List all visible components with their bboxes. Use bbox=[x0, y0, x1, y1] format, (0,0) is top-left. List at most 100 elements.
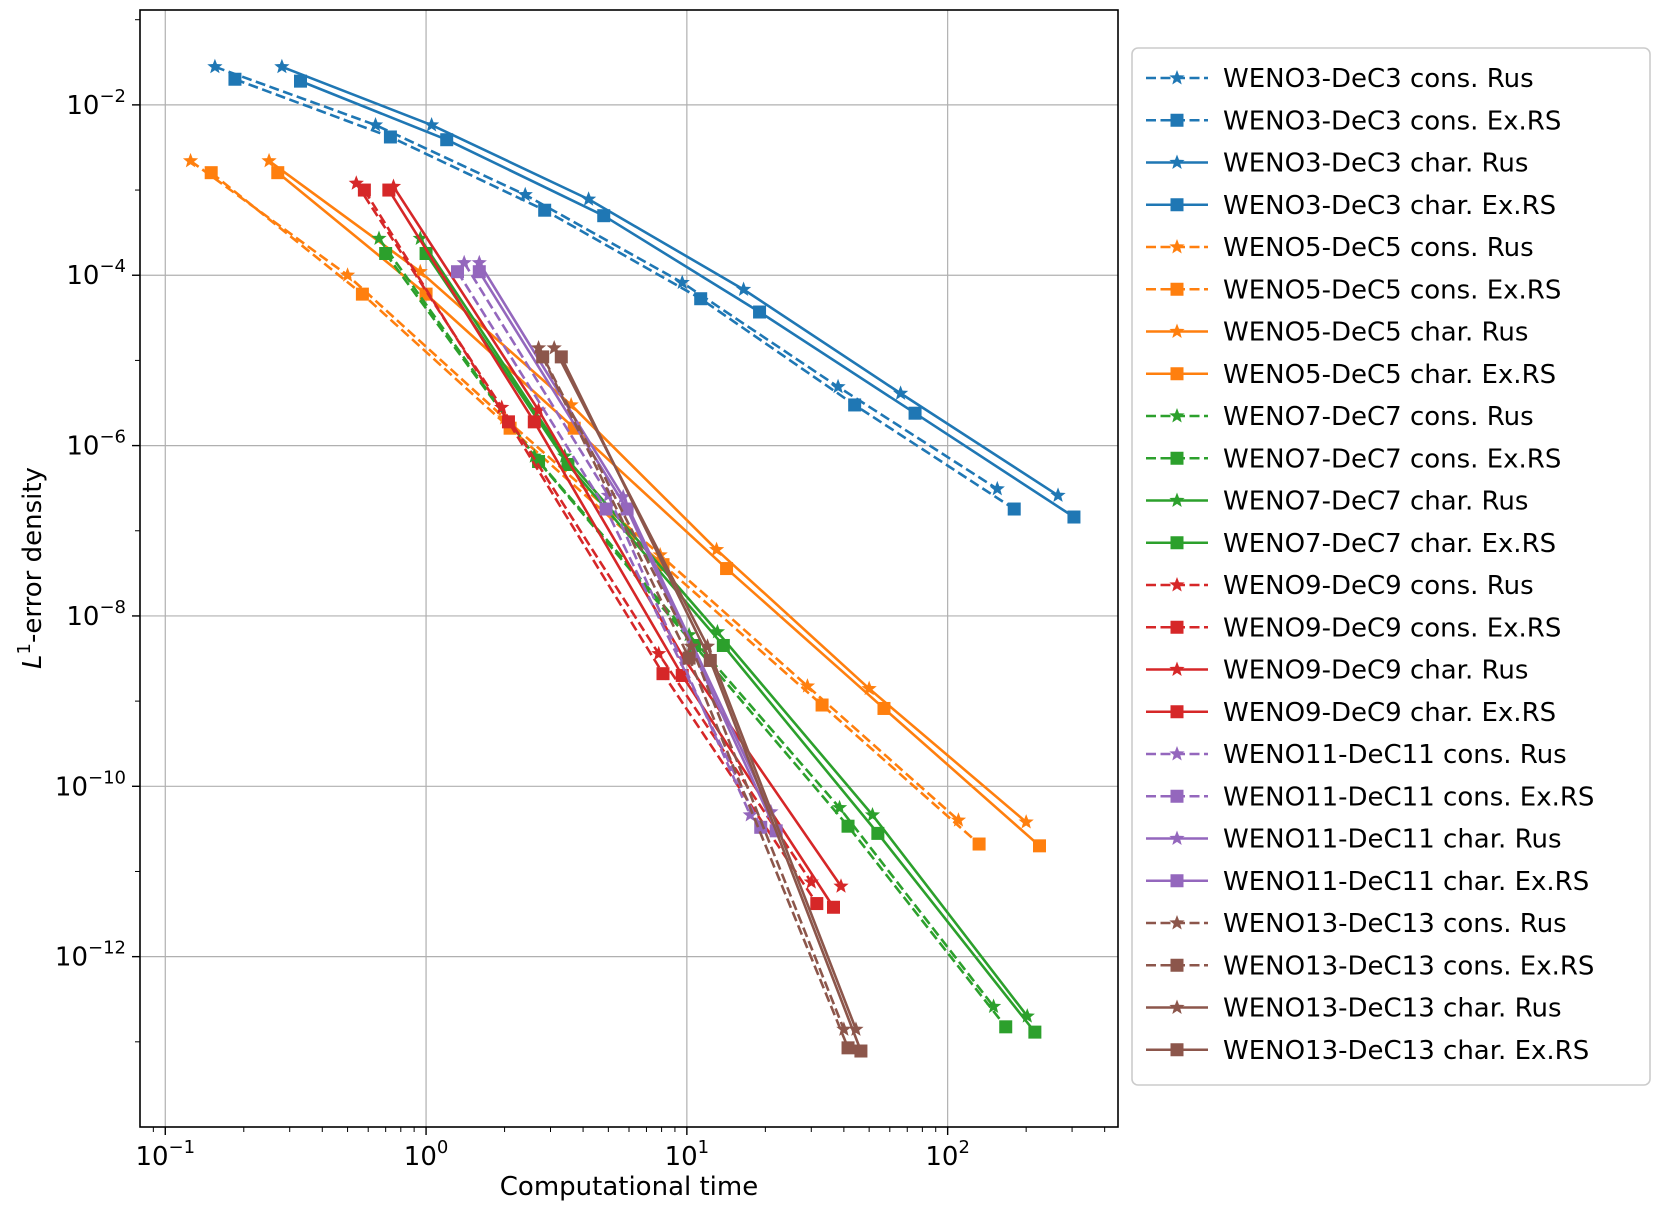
y-tick-label: 10−2 bbox=[66, 86, 126, 121]
legend-label: WENO9-DeC9 char. Ex.RS bbox=[1223, 698, 1556, 728]
legend-item: WENO9-DeC9 cons. Rus bbox=[1146, 571, 1534, 601]
data-point bbox=[472, 265, 486, 279]
data-point bbox=[412, 263, 428, 279]
legend-label: WENO5-DeC5 char. Ex.RS bbox=[1223, 360, 1556, 390]
legend-marker bbox=[1169, 746, 1185, 761]
data-point bbox=[833, 878, 849, 893]
data-point bbox=[708, 541, 725, 557]
data-point bbox=[674, 274, 690, 290]
legend-item: WENO9-DeC9 char. Ex.RS bbox=[1146, 698, 1556, 728]
legend-label: WENO11-DeC11 char. Ex.RS bbox=[1223, 867, 1589, 897]
x-axis-label: Computational time bbox=[500, 1172, 758, 1202]
data-point bbox=[841, 1041, 855, 1055]
series-21 bbox=[530, 339, 852, 1036]
x-tick-label: 101 bbox=[665, 1137, 710, 1172]
data-point bbox=[854, 1044, 868, 1058]
data-point bbox=[367, 117, 384, 132]
series-line bbox=[214, 65, 998, 491]
data-point bbox=[451, 265, 465, 279]
legend-item: WENO9-DeC9 cons. Ex.RS bbox=[1146, 613, 1561, 643]
series-line bbox=[268, 159, 1027, 824]
legend-label: WENO11-DeC11 char. Rus bbox=[1223, 825, 1562, 855]
data-point bbox=[1050, 487, 1066, 502]
legend-item: WENO11-DeC11 char. Rus bbox=[1146, 825, 1562, 855]
data-point bbox=[599, 502, 613, 516]
data-point bbox=[989, 480, 1005, 496]
data-point bbox=[683, 638, 699, 653]
data-point bbox=[355, 287, 369, 301]
series-24 bbox=[554, 350, 868, 1058]
data-point bbox=[848, 1021, 864, 1036]
legend-label: WENO7-DeC7 cons. Ex.RS bbox=[1223, 444, 1561, 474]
legend-label: WENO13-DeC13 cons. Ex.RS bbox=[1223, 951, 1594, 981]
legend-label: WENO7-DeC7 char. Rus bbox=[1223, 487, 1528, 517]
series-2 bbox=[228, 72, 1021, 516]
legend-item: WENO7-DeC7 cons. Rus bbox=[1146, 402, 1534, 432]
data-point bbox=[554, 350, 568, 364]
data-point bbox=[530, 402, 547, 417]
legend-item: WENO11-DeC11 cons. Rus bbox=[1146, 740, 1567, 770]
series-line bbox=[281, 65, 1059, 497]
series-layer bbox=[182, 58, 1081, 1058]
data-point bbox=[861, 680, 877, 696]
y-tick-label: 10−8 bbox=[66, 597, 126, 632]
y-tick-label: 10−6 bbox=[66, 427, 126, 462]
data-point bbox=[682, 651, 696, 665]
legend-label: WENO3-DeC3 cons. Ex.RS bbox=[1223, 106, 1561, 136]
data-point bbox=[1018, 814, 1034, 829]
x-tick-label: 102 bbox=[925, 1137, 970, 1172]
legend-marker bbox=[1169, 408, 1185, 423]
ticks: 10−1 100 101 102 10−2 10−4 10−6 10−8 10−10 10−12 bbox=[55, 19, 1106, 1172]
legend-label: WENO3-DeC3 char. Ex.RS bbox=[1223, 191, 1556, 221]
series-line bbox=[300, 79, 1075, 519]
legend-marker bbox=[1169, 915, 1185, 930]
data-point bbox=[810, 897, 824, 911]
legend-item: WENO13-DeC13 cons. Ex.RS bbox=[1146, 951, 1594, 981]
legend-label: WENO9-DeC9 cons. Ex.RS bbox=[1223, 613, 1561, 643]
data-point bbox=[694, 292, 708, 306]
y-tick-label: 10−4 bbox=[66, 256, 126, 291]
legend-marker bbox=[1169, 577, 1185, 592]
data-point bbox=[382, 183, 396, 197]
data-point bbox=[742, 807, 758, 822]
data-point bbox=[848, 398, 862, 412]
legend-label: WENO7-DeC7 char. Ex.RS bbox=[1223, 529, 1556, 559]
series-line bbox=[363, 189, 818, 905]
data-point bbox=[815, 698, 829, 712]
legend-item: WENO7-DeC7 char. Rus bbox=[1146, 487, 1528, 517]
legend-item: WENO3-DeC3 cons. Ex.RS bbox=[1146, 106, 1561, 136]
legend-label: WENO3-DeC3 cons. Rus bbox=[1223, 64, 1534, 94]
data-point bbox=[908, 406, 922, 420]
series-3 bbox=[274, 58, 1066, 502]
data-point bbox=[830, 378, 846, 394]
data-point bbox=[494, 399, 510, 414]
data-point bbox=[339, 267, 356, 282]
series-line bbox=[392, 185, 843, 888]
series-line bbox=[276, 171, 1041, 847]
legend-item: WENO11-DeC11 char. Ex.RS bbox=[1146, 867, 1589, 897]
data-point bbox=[703, 653, 717, 667]
legend-item: WENO11-DeC11 cons. Ex.RS bbox=[1146, 782, 1594, 812]
legend-item: WENO13-DeC13 cons. Rus bbox=[1146, 909, 1567, 939]
data-point bbox=[274, 58, 290, 74]
data-point bbox=[836, 1021, 852, 1036]
data-point bbox=[293, 74, 307, 88]
data-point bbox=[753, 305, 767, 319]
legend-item: WENO5-DeC5 cons. Rus bbox=[1146, 233, 1534, 263]
data-point bbox=[877, 701, 891, 715]
legend-marker bbox=[1170, 874, 1184, 888]
legend: WENO3-DeC3 cons. Rus WENO3-DeC3 cons. Ex.… bbox=[1131, 47, 1651, 1086]
legend-label: WENO7-DeC7 cons. Rus bbox=[1223, 402, 1534, 432]
data-point bbox=[735, 281, 752, 296]
data-point bbox=[348, 175, 364, 190]
data-point bbox=[999, 1020, 1013, 1034]
data-point bbox=[423, 117, 440, 132]
series-12 bbox=[419, 246, 1042, 1039]
data-point bbox=[530, 339, 547, 355]
legend-label: WENO9-DeC9 char. Rus bbox=[1223, 656, 1528, 686]
legend-item: WENO5-DeC5 char. Ex.RS bbox=[1146, 360, 1556, 390]
series-line bbox=[210, 171, 980, 845]
data-point bbox=[950, 812, 967, 827]
legend-item: WENO7-DeC7 char. Ex.RS bbox=[1146, 529, 1556, 559]
